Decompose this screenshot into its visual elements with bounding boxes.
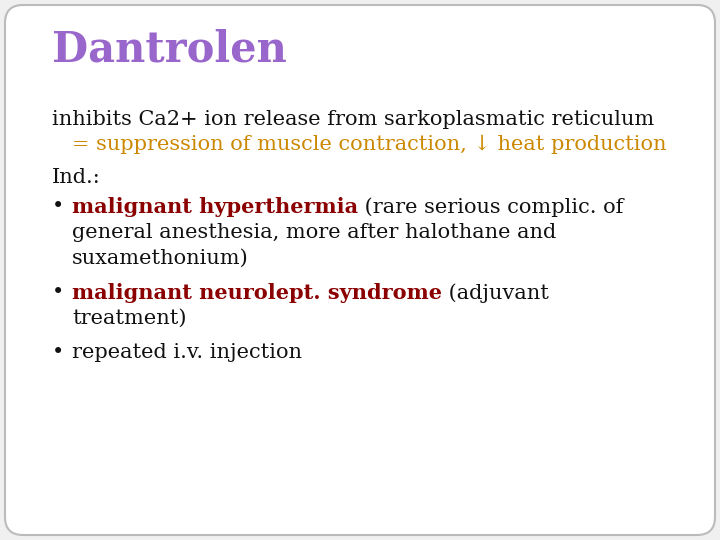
Text: suxamethonium): suxamethonium) <box>72 249 248 268</box>
Text: = suppression of muscle contraction, ↓ heat production: = suppression of muscle contraction, ↓ h… <box>52 135 667 154</box>
FancyBboxPatch shape <box>5 5 715 535</box>
Text: (rare serious complic. of: (rare serious complic. of <box>358 197 624 217</box>
Text: Dantrolen: Dantrolen <box>52 28 287 70</box>
Text: repeated i.v. injection: repeated i.v. injection <box>72 343 302 362</box>
Text: •: • <box>52 197 64 216</box>
Text: general anesthesia, more after halothane and: general anesthesia, more after halothane… <box>72 223 557 242</box>
Text: •: • <box>52 343 64 362</box>
Text: inhibits Ca2+ ion release from sarkoplasmatic reticulum: inhibits Ca2+ ion release from sarkoplas… <box>52 110 654 129</box>
Text: treatment): treatment) <box>72 309 186 328</box>
Text: (adjuvant: (adjuvant <box>442 283 549 303</box>
Text: malignant neurolept. syndrome: malignant neurolept. syndrome <box>72 283 442 303</box>
Text: •: • <box>52 283 64 302</box>
Text: malignant hyperthermia: malignant hyperthermia <box>72 197 358 217</box>
Text: Ind.:: Ind.: <box>52 168 101 187</box>
